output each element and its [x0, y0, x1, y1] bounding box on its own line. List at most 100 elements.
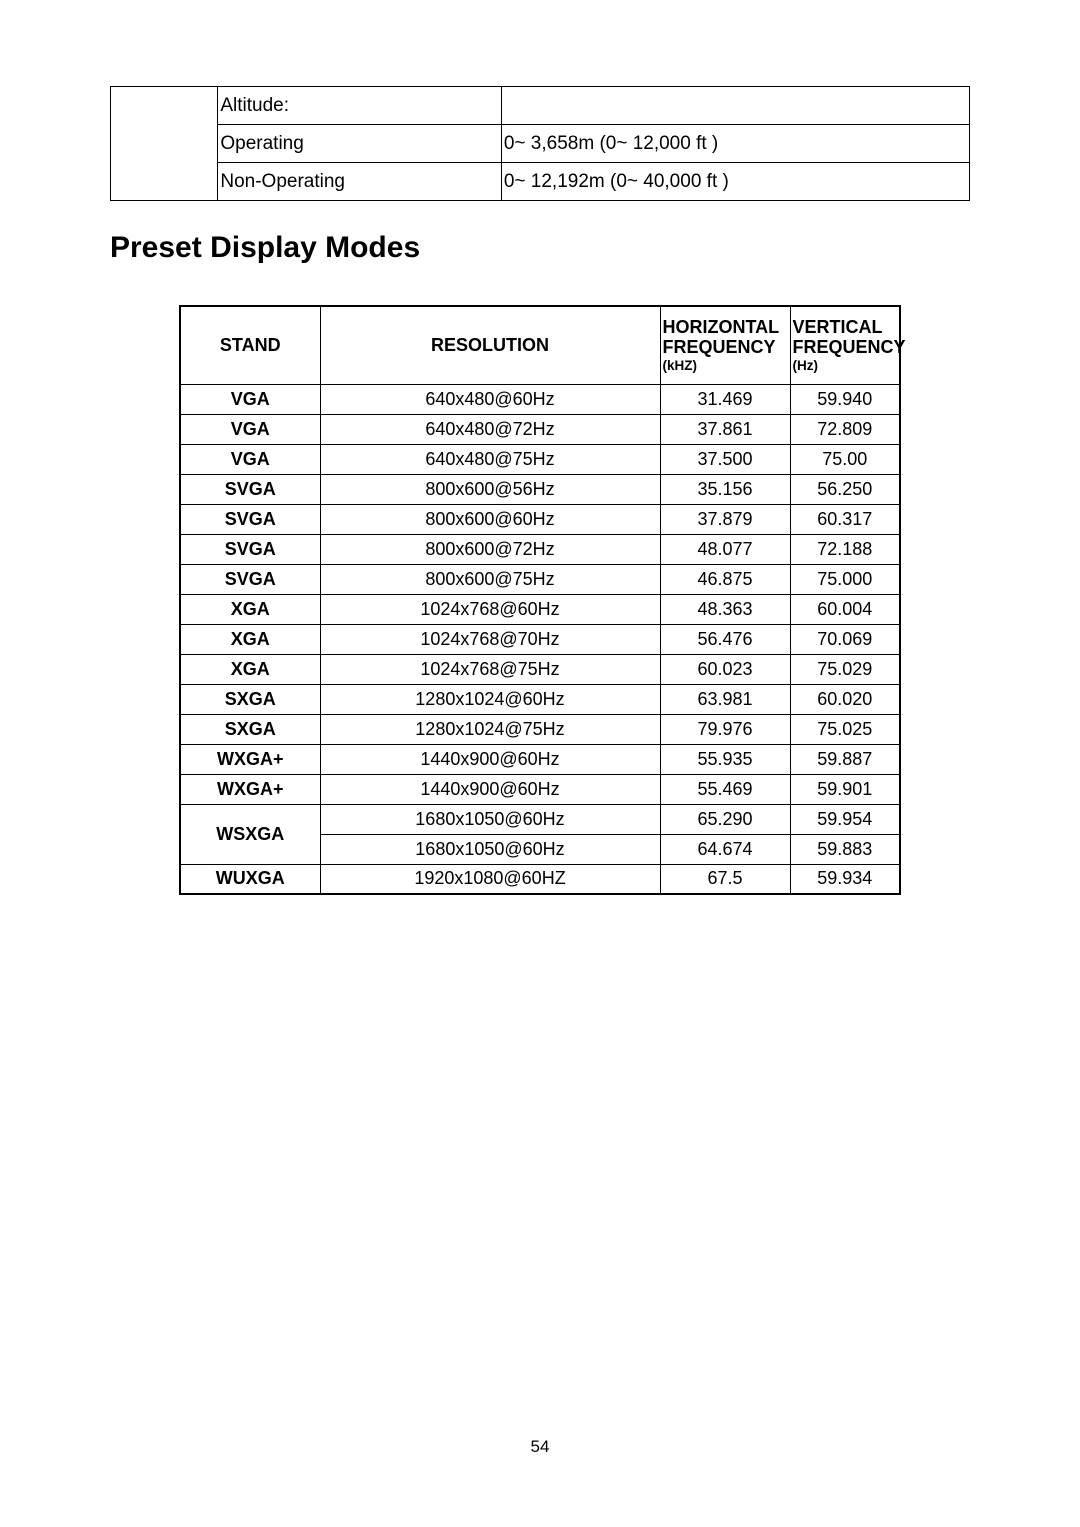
cell-resolution: 1680x1050@60Hz [320, 804, 660, 834]
altitude-label: Operating [218, 125, 501, 163]
table-row: Altitude: [111, 87, 970, 125]
cell-resolution: 640x480@72Hz [320, 414, 660, 444]
col-header-vf-unit: (Hz) [793, 358, 896, 374]
cell-resolution: 1920x1080@60HZ [320, 864, 660, 894]
cell-resolution: 800x600@60Hz [320, 504, 660, 534]
cell-resolution: 800x600@72Hz [320, 534, 660, 564]
cell-resolution: 640x480@60Hz [320, 384, 660, 414]
cell-vertical-freq: 75.00 [790, 444, 900, 474]
cell-vertical-freq: 60.004 [790, 594, 900, 624]
cell-stand: WUXGA [180, 864, 320, 894]
table-row: VGA640x480@60Hz31.46959.940 [180, 384, 900, 414]
cell-horizontal-freq: 67.5 [660, 864, 790, 894]
table-row: XGA1024x768@70Hz56.47670.069 [180, 624, 900, 654]
cell-horizontal-freq: 65.290 [660, 804, 790, 834]
table-row: SVGA800x600@75Hz46.87575.000 [180, 564, 900, 594]
altitude-value [501, 87, 969, 125]
altitude-label: Non-Operating [218, 163, 501, 201]
table-row: XGA1024x768@75Hz60.02375.029 [180, 654, 900, 684]
table-row: SXGA1280x1024@75Hz79.97675.025 [180, 714, 900, 744]
cell-horizontal-freq: 56.476 [660, 624, 790, 654]
col-header-vf-text: VERTICAL FREQUENCY [793, 317, 906, 358]
table-row: SVGA800x600@56Hz35.15656.250 [180, 474, 900, 504]
table-row: Operating 0~ 3,658m (0~ 12,000 ft ) [111, 125, 970, 163]
cell-stand: SVGA [180, 534, 320, 564]
cell-horizontal-freq: 64.674 [660, 834, 790, 864]
cell-vertical-freq: 75.000 [790, 564, 900, 594]
table-row: WUXGA1920x1080@60HZ67.559.934 [180, 864, 900, 894]
col-header-horizontal-freq: HORIZONTAL FREQUENCY (kHZ) [660, 306, 790, 384]
col-header-resolution: RESOLUTION [320, 306, 660, 384]
cell-horizontal-freq: 31.469 [660, 384, 790, 414]
altitude-empty-cell [111, 87, 218, 201]
cell-vertical-freq: 60.020 [790, 684, 900, 714]
cell-stand: SVGA [180, 564, 320, 594]
cell-resolution: 1280x1024@75Hz [320, 714, 660, 744]
cell-stand: VGA [180, 384, 320, 414]
cell-vertical-freq: 60.317 [790, 504, 900, 534]
cell-stand: WXGA+ [180, 744, 320, 774]
table-row: SVGA800x600@60Hz37.87960.317 [180, 504, 900, 534]
cell-vertical-freq: 59.887 [790, 744, 900, 774]
cell-resolution: 640x480@75Hz [320, 444, 660, 474]
cell-vertical-freq: 59.883 [790, 834, 900, 864]
cell-resolution: 800x600@56Hz [320, 474, 660, 504]
cell-vertical-freq: 59.954 [790, 804, 900, 834]
cell-resolution: 1680x1050@60Hz [320, 834, 660, 864]
cell-stand: SVGA [180, 504, 320, 534]
cell-horizontal-freq: 48.077 [660, 534, 790, 564]
cell-horizontal-freq: 79.976 [660, 714, 790, 744]
altitude-value: 0~ 12,192m (0~ 40,000 ft ) [501, 163, 969, 201]
cell-vertical-freq: 59.940 [790, 384, 900, 414]
cell-stand: XGA [180, 654, 320, 684]
cell-stand: VGA [180, 414, 320, 444]
table-row: SXGA1280x1024@60Hz63.98160.020 [180, 684, 900, 714]
cell-vertical-freq: 70.069 [790, 624, 900, 654]
cell-vertical-freq: 75.025 [790, 714, 900, 744]
table-row: WSXGA1680x1050@60Hz65.29059.954 [180, 804, 900, 834]
cell-vertical-freq: 75.029 [790, 654, 900, 684]
cell-resolution: 1440x900@60Hz [320, 774, 660, 804]
table-row: WXGA+1440x900@60Hz55.93559.887 [180, 744, 900, 774]
cell-stand: SXGA [180, 684, 320, 714]
cell-stand: SVGA [180, 474, 320, 504]
altitude-table: Altitude: Operating 0~ 3,658m (0~ 12,000… [110, 86, 970, 201]
section-heading: Preset Display Modes [110, 231, 970, 265]
cell-stand: XGA [180, 594, 320, 624]
table-row: SVGA800x600@72Hz48.07772.188 [180, 534, 900, 564]
cell-vertical-freq: 59.901 [790, 774, 900, 804]
cell-horizontal-freq: 37.500 [660, 444, 790, 474]
cell-stand: WXGA+ [180, 774, 320, 804]
cell-stand: SXGA [180, 714, 320, 744]
cell-horizontal-freq: 55.935 [660, 744, 790, 774]
cell-horizontal-freq: 55.469 [660, 774, 790, 804]
cell-vertical-freq: 59.934 [790, 864, 900, 894]
table-row: XGA1024x768@60Hz48.36360.004 [180, 594, 900, 624]
cell-resolution: 1280x1024@60Hz [320, 684, 660, 714]
altitude-value: 0~ 3,658m (0~ 12,000 ft ) [501, 125, 969, 163]
col-header-stand: STAND [180, 306, 320, 384]
table-row: WXGA+1440x900@60Hz55.46959.901 [180, 774, 900, 804]
cell-horizontal-freq: 60.023 [660, 654, 790, 684]
cell-resolution: 1024x768@75Hz [320, 654, 660, 684]
cell-horizontal-freq: 63.981 [660, 684, 790, 714]
cell-vertical-freq: 56.250 [790, 474, 900, 504]
cell-horizontal-freq: 37.879 [660, 504, 790, 534]
altitude-label: Altitude: [218, 87, 501, 125]
cell-resolution: 1024x768@70Hz [320, 624, 660, 654]
col-header-hf-text: HORIZONTAL FREQUENCY [663, 317, 779, 358]
cell-horizontal-freq: 46.875 [660, 564, 790, 594]
cell-resolution: 800x600@75Hz [320, 564, 660, 594]
cell-resolution: 1440x900@60Hz [320, 744, 660, 774]
cell-vertical-freq: 72.188 [790, 534, 900, 564]
table-row: VGA640x480@75Hz37.50075.00 [180, 444, 900, 474]
page-number: 54 [0, 1437, 1080, 1457]
table-row: Non-Operating 0~ 12,192m (0~ 40,000 ft ) [111, 163, 970, 201]
col-header-hf-unit: (kHZ) [663, 358, 786, 374]
modes-table: STAND RESOLUTION HORIZONTAL FREQUENCY (k… [179, 305, 901, 895]
cell-stand: WSXGA [180, 804, 320, 864]
cell-horizontal-freq: 37.861 [660, 414, 790, 444]
cell-resolution: 1024x768@60Hz [320, 594, 660, 624]
cell-horizontal-freq: 48.363 [660, 594, 790, 624]
col-header-vertical-freq: VERTICAL FREQUENCY (Hz) [790, 306, 900, 384]
